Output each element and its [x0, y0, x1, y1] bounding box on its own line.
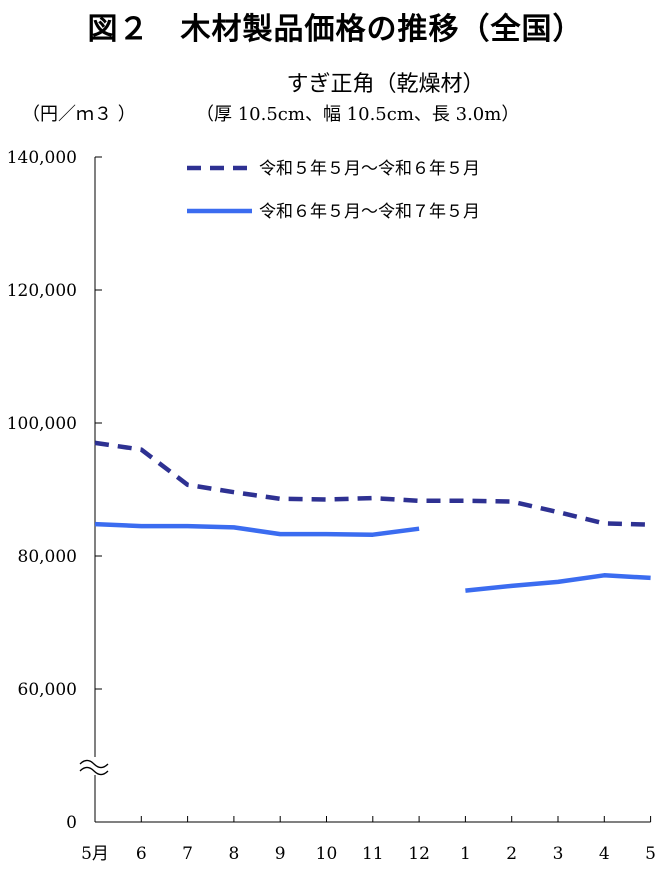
axis-break-wave — [79, 759, 109, 769]
x-tick-label: 7 — [182, 844, 193, 864]
x-tick-label: 6 — [136, 844, 147, 864]
chart-subtitle: すぎ正角（乾燥材） — [286, 72, 485, 97]
x-tick-label: 5月 — [81, 844, 109, 864]
y-tick-label: 120,000 — [7, 281, 77, 301]
product-spec: （厚 10.5cm、幅 10.5cm、長 3.0m） — [196, 104, 520, 125]
x-tick-label: 11 — [362, 844, 384, 864]
y-tick-label: 100,000 — [7, 414, 77, 434]
y-axis-unit: （円／ｍ３ ） — [22, 104, 136, 125]
series-line-1 — [94, 440, 651, 527]
x-tick-label: 1 — [460, 844, 471, 864]
x-tick-label: 8 — [228, 844, 239, 864]
y-tick-label: 80,000 — [18, 547, 77, 567]
x-tick-label: 5 — [645, 844, 656, 864]
y-tick-label: 0 — [66, 813, 77, 833]
series-line-2 — [465, 573, 651, 593]
series-line-2 — [94, 521, 420, 537]
x-tick-label: 4 — [599, 844, 610, 864]
legend-label-1: 令和５年５月～令和６年５月 — [259, 159, 480, 179]
legend-label-2: 令和６年５月～令和７年５月 — [259, 202, 480, 222]
axis-break-wave — [79, 766, 109, 776]
x-tick-label: 2 — [506, 844, 517, 864]
x-tick-label: 9 — [275, 844, 286, 864]
x-tick-label: 12 — [408, 844, 430, 864]
x-tick-label: 10 — [316, 844, 338, 864]
chart-title: 図２ 木材製品価格の推移（全国） — [87, 12, 584, 47]
x-tick-label: 3 — [553, 844, 564, 864]
y-tick-label: 140,000 — [7, 148, 77, 168]
y-tick-label: 60,000 — [18, 680, 77, 700]
axis-break-mask — [79, 757, 109, 775]
